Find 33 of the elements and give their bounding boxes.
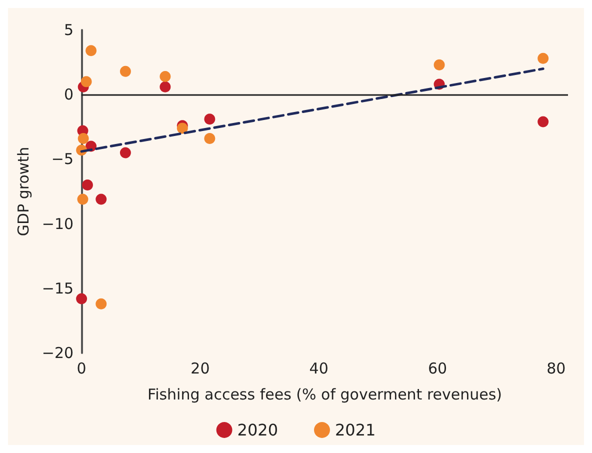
y-tick-label: −15 [42,279,74,298]
x-tick-label: 40 [309,360,328,378]
point [538,116,549,128]
x-tick-label: 20 [190,360,210,378]
y-tick-label: −20 [42,344,74,362]
point [176,122,188,134]
point [78,133,89,144]
y-tick-label: 5 [64,21,74,39]
y-tick-label: 0 [64,86,74,104]
point [120,66,131,77]
point [204,133,216,144]
point [538,52,549,64]
point [86,45,97,56]
point [160,81,171,92]
y-axis-title: GDP growth [14,146,32,236]
legend-label: 2021 [335,420,376,440]
point [434,59,445,70]
point [76,293,88,304]
point [204,114,216,125]
point [120,147,131,158]
x-tick-label: 80 [546,360,566,378]
point [82,180,93,191]
point [77,194,88,205]
point [96,194,107,205]
x-tick-label: 60 [428,360,448,378]
point [160,71,171,82]
x-tick-label: 0 [76,360,86,378]
y-tick-label: −5 [51,150,74,168]
point [96,298,107,310]
point [80,76,92,88]
x-axis-title: Fishing access fees (% of goverment revenues) [148,386,502,404]
legend-label: 2020 [237,420,278,440]
y-tick-label: −10 [42,214,74,233]
